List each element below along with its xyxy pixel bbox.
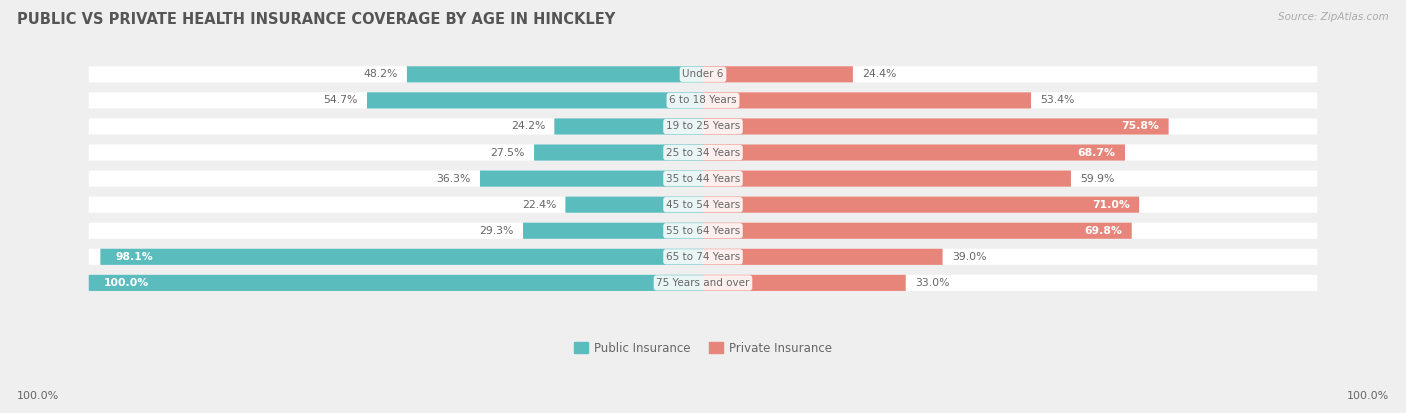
FancyBboxPatch shape <box>479 171 703 187</box>
Text: 75 Years and over: 75 Years and over <box>657 278 749 288</box>
Text: 68.7%: 68.7% <box>1078 147 1116 157</box>
FancyBboxPatch shape <box>89 145 1317 161</box>
Legend: Public Insurance, Private Insurance: Public Insurance, Private Insurance <box>574 342 832 355</box>
Text: 48.2%: 48.2% <box>363 69 398 79</box>
Text: 98.1%: 98.1% <box>115 252 153 262</box>
Text: 100.0%: 100.0% <box>1347 391 1389 401</box>
FancyBboxPatch shape <box>89 223 1317 239</box>
FancyBboxPatch shape <box>367 93 703 109</box>
FancyBboxPatch shape <box>565 197 703 213</box>
FancyBboxPatch shape <box>89 275 1317 291</box>
FancyBboxPatch shape <box>89 119 1317 135</box>
Text: 65 to 74 Years: 65 to 74 Years <box>666 252 740 262</box>
FancyBboxPatch shape <box>89 275 703 291</box>
Text: 29.3%: 29.3% <box>479 226 513 236</box>
Text: 75.8%: 75.8% <box>1122 121 1160 131</box>
FancyBboxPatch shape <box>89 197 1317 213</box>
FancyBboxPatch shape <box>89 249 1317 265</box>
FancyBboxPatch shape <box>534 145 703 161</box>
Text: 25 to 34 Years: 25 to 34 Years <box>666 147 740 157</box>
Text: 22.4%: 22.4% <box>522 199 557 210</box>
FancyBboxPatch shape <box>703 119 1168 135</box>
Text: 45 to 54 Years: 45 to 54 Years <box>666 199 740 210</box>
Text: 36.3%: 36.3% <box>436 173 471 184</box>
Text: 6 to 18 Years: 6 to 18 Years <box>669 95 737 105</box>
FancyBboxPatch shape <box>703 223 1132 239</box>
Text: 53.4%: 53.4% <box>1040 95 1074 105</box>
FancyBboxPatch shape <box>89 66 1317 83</box>
Text: Source: ZipAtlas.com: Source: ZipAtlas.com <box>1278 12 1389 22</box>
Text: 24.2%: 24.2% <box>510 121 546 131</box>
FancyBboxPatch shape <box>703 197 1139 213</box>
FancyBboxPatch shape <box>100 249 703 265</box>
Text: 71.0%: 71.0% <box>1092 199 1130 210</box>
Text: 100.0%: 100.0% <box>104 278 149 288</box>
Text: 69.8%: 69.8% <box>1084 226 1122 236</box>
FancyBboxPatch shape <box>703 171 1071 187</box>
Text: 33.0%: 33.0% <box>915 278 949 288</box>
Text: 54.7%: 54.7% <box>323 95 357 105</box>
Text: 35 to 44 Years: 35 to 44 Years <box>666 173 740 184</box>
Text: 24.4%: 24.4% <box>862 69 897 79</box>
FancyBboxPatch shape <box>554 119 703 135</box>
Text: 19 to 25 Years: 19 to 25 Years <box>666 121 740 131</box>
FancyBboxPatch shape <box>703 145 1125 161</box>
FancyBboxPatch shape <box>703 66 853 83</box>
Text: 55 to 64 Years: 55 to 64 Years <box>666 226 740 236</box>
FancyBboxPatch shape <box>703 275 905 291</box>
FancyBboxPatch shape <box>89 93 1317 109</box>
Text: 39.0%: 39.0% <box>952 252 986 262</box>
FancyBboxPatch shape <box>406 66 703 83</box>
Text: PUBLIC VS PRIVATE HEALTH INSURANCE COVERAGE BY AGE IN HINCKLEY: PUBLIC VS PRIVATE HEALTH INSURANCE COVER… <box>17 12 614 27</box>
FancyBboxPatch shape <box>703 93 1031 109</box>
Text: 27.5%: 27.5% <box>491 147 524 157</box>
FancyBboxPatch shape <box>523 223 703 239</box>
Text: 59.9%: 59.9% <box>1080 173 1115 184</box>
FancyBboxPatch shape <box>703 249 942 265</box>
Text: 100.0%: 100.0% <box>17 391 59 401</box>
Text: Under 6: Under 6 <box>682 69 724 79</box>
FancyBboxPatch shape <box>89 171 1317 187</box>
